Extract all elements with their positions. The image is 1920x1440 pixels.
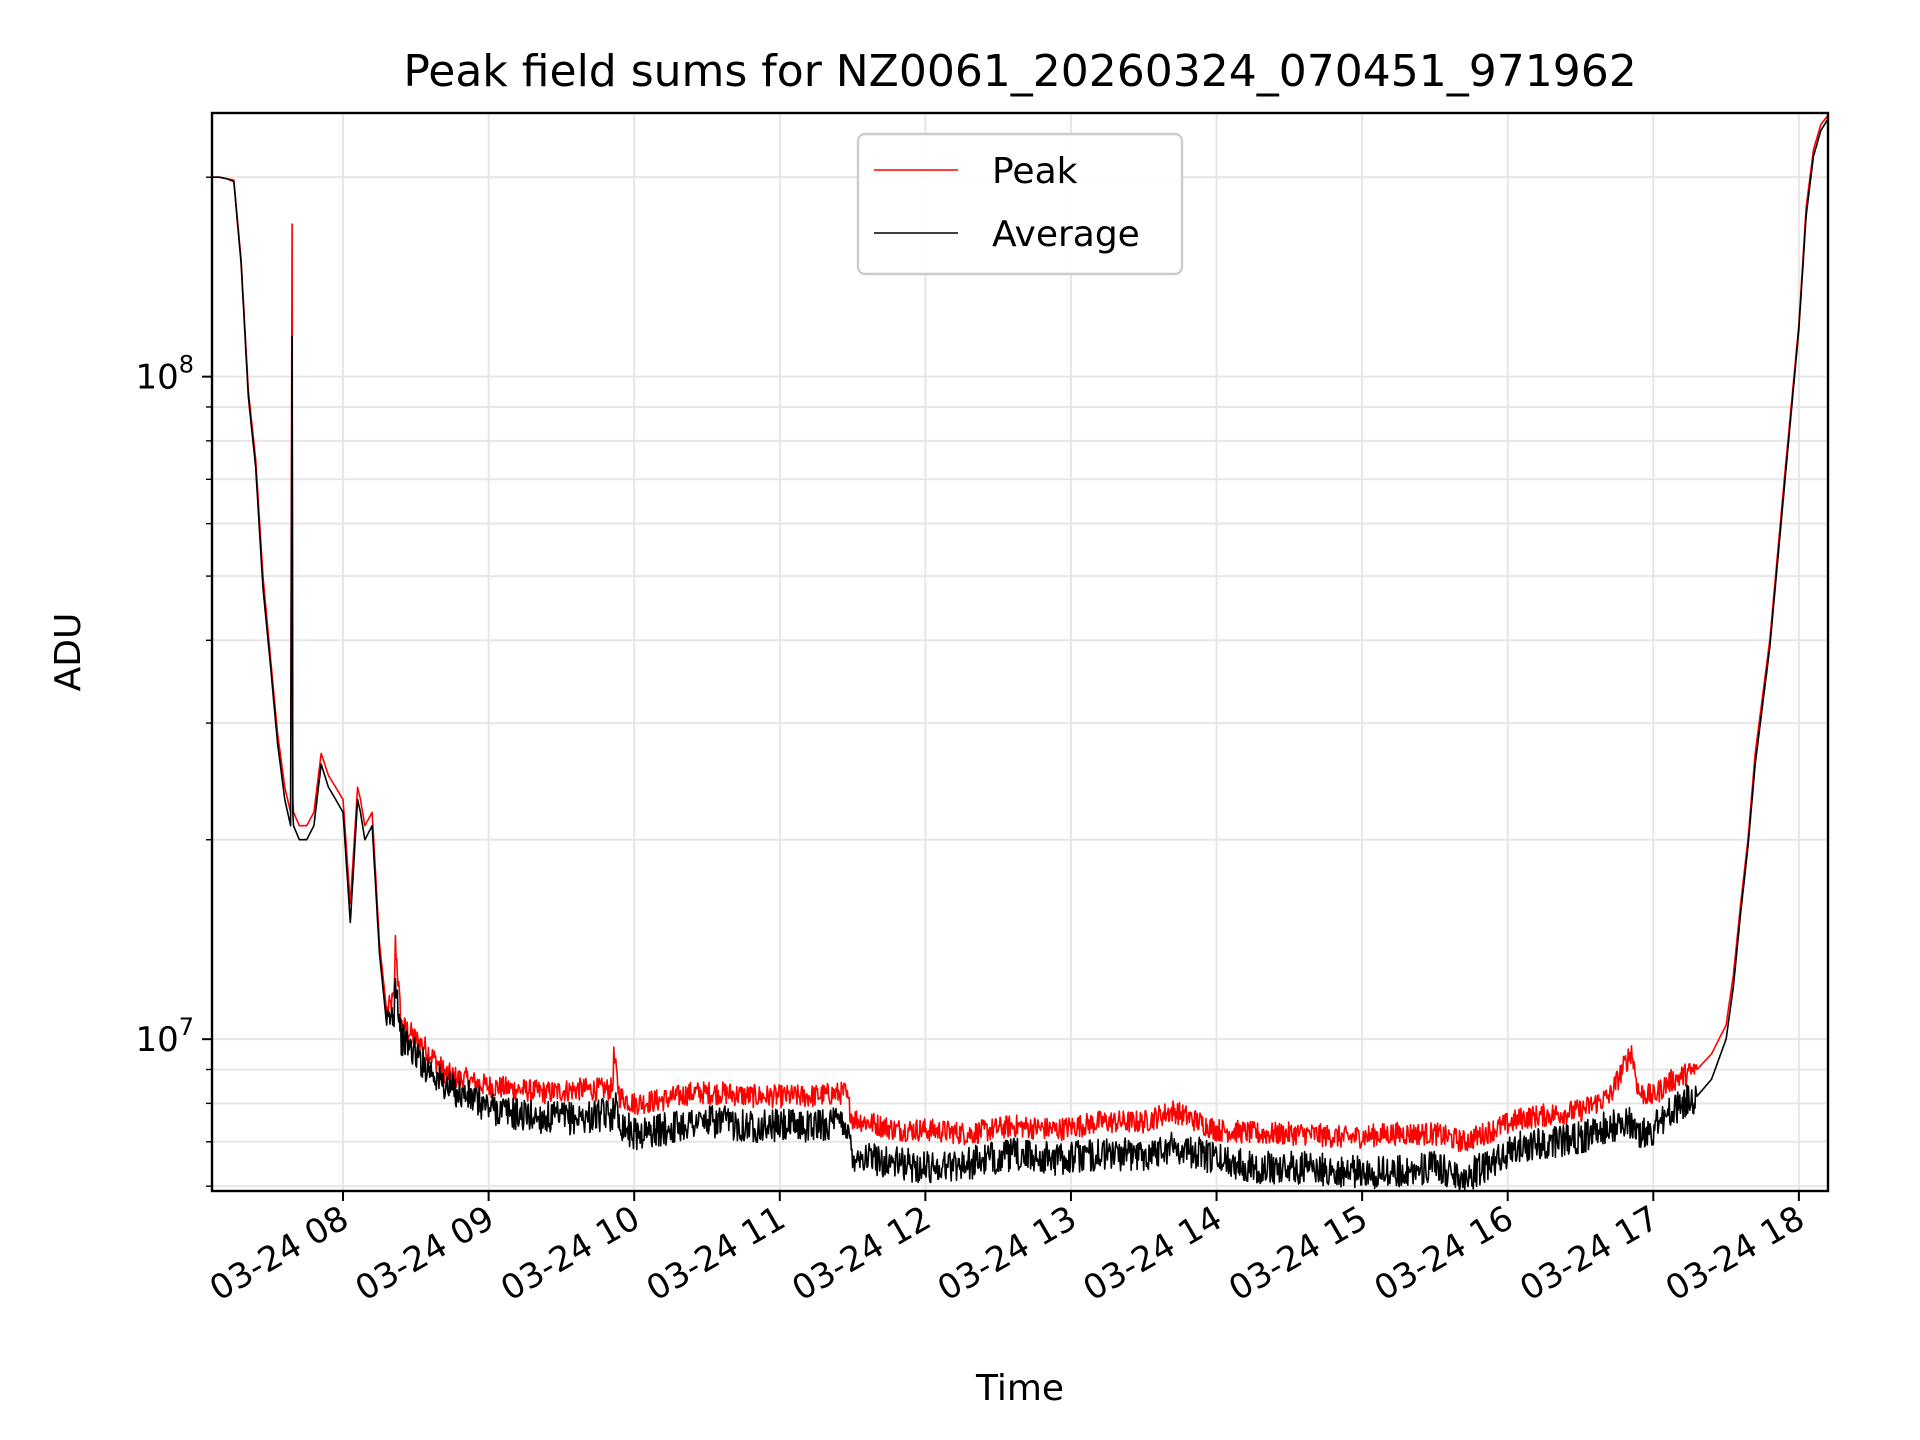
chart-title: Peak field sums for NZ0061_20260324_0704… <box>403 46 1636 97</box>
legend-label-average: Average <box>992 214 1140 255</box>
x-axis-label: Time <box>975 1368 1064 1409</box>
y-tick-label: 108 <box>135 351 194 398</box>
y-tick-label: 107 <box>135 1013 194 1060</box>
plot-frame <box>210 111 1830 1193</box>
grid <box>212 113 1828 1191</box>
legend-label-peak: Peak <box>992 151 1078 192</box>
series-layer <box>211 114 1829 1192</box>
y-axis-label: ADU <box>48 613 89 692</box>
series-line-average <box>211 118 1829 1192</box>
series-line-peak <box>211 114 1829 1153</box>
legend: Peak Average <box>856 132 1184 276</box>
y-axis: 107 108 <box>135 176 212 1187</box>
legend-box <box>856 132 1184 276</box>
